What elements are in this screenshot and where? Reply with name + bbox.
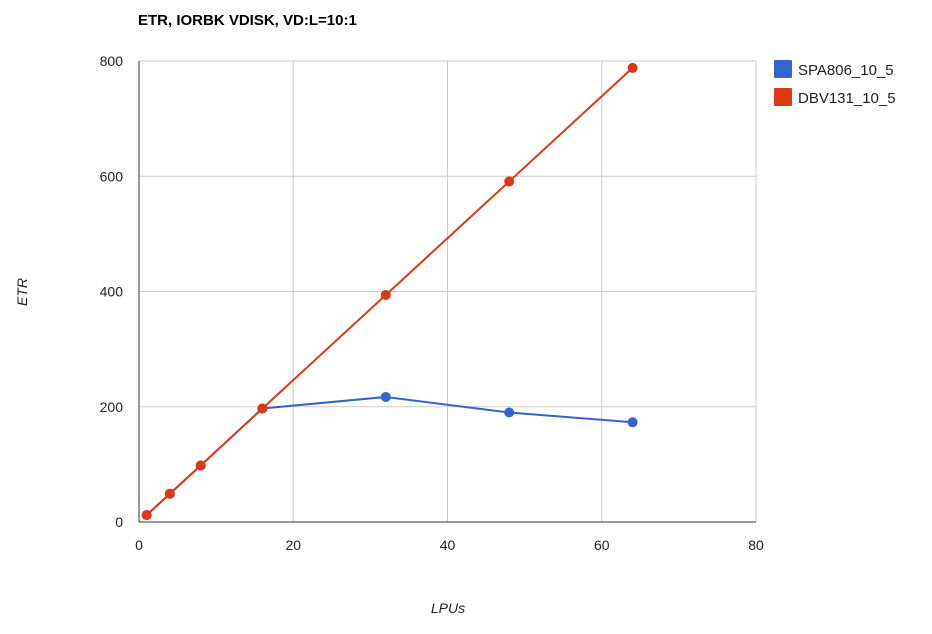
legend-item: SPA806_10_5: [774, 60, 894, 79]
legend-swatch: [774, 88, 792, 106]
legend-swatch: [774, 60, 792, 78]
y-tick-label: 400: [100, 284, 124, 300]
data-point: [195, 460, 206, 471]
data-point: [380, 289, 391, 300]
x-tick-label: 0: [135, 537, 143, 553]
x-axis-label: LPUs: [431, 600, 465, 616]
y-tick-label: 600: [100, 168, 124, 184]
x-tick-label: 40: [440, 537, 456, 553]
y-tick-label: 800: [100, 53, 124, 69]
y-tick-label: 200: [100, 399, 124, 415]
data-point: [164, 488, 175, 499]
x-tick-label: 20: [285, 537, 301, 553]
gridlines: [139, 60, 757, 522]
series-spa806-10-5: [141, 391, 638, 521]
legend-label: DBV131_10_5: [798, 90, 896, 107]
data-point: [627, 417, 638, 428]
legend-label: SPA806_10_5: [798, 62, 894, 79]
legend: SPA806_10_5 DBV131_10_5: [774, 60, 896, 107]
data-point: [380, 391, 391, 402]
legend-item: DBV131_10_5: [774, 88, 896, 107]
data-point: [141, 510, 152, 521]
y-axis-label: ETR: [14, 278, 30, 306]
x-tick-label: 60: [594, 537, 610, 553]
chart-title: ETR, IORBK VDISK, VD:L=10:1: [138, 12, 357, 29]
axes: [138, 61, 756, 523]
data-point: [504, 407, 515, 418]
series-dbv131-10-5: [141, 62, 638, 521]
y-tick-label: 0: [115, 514, 123, 530]
series-line: [146, 395, 633, 516]
data-point: [627, 62, 638, 73]
series-layer: [141, 62, 638, 521]
data-point: [504, 176, 515, 187]
data-point: [257, 403, 268, 414]
x-tick-label: 80: [748, 537, 764, 553]
